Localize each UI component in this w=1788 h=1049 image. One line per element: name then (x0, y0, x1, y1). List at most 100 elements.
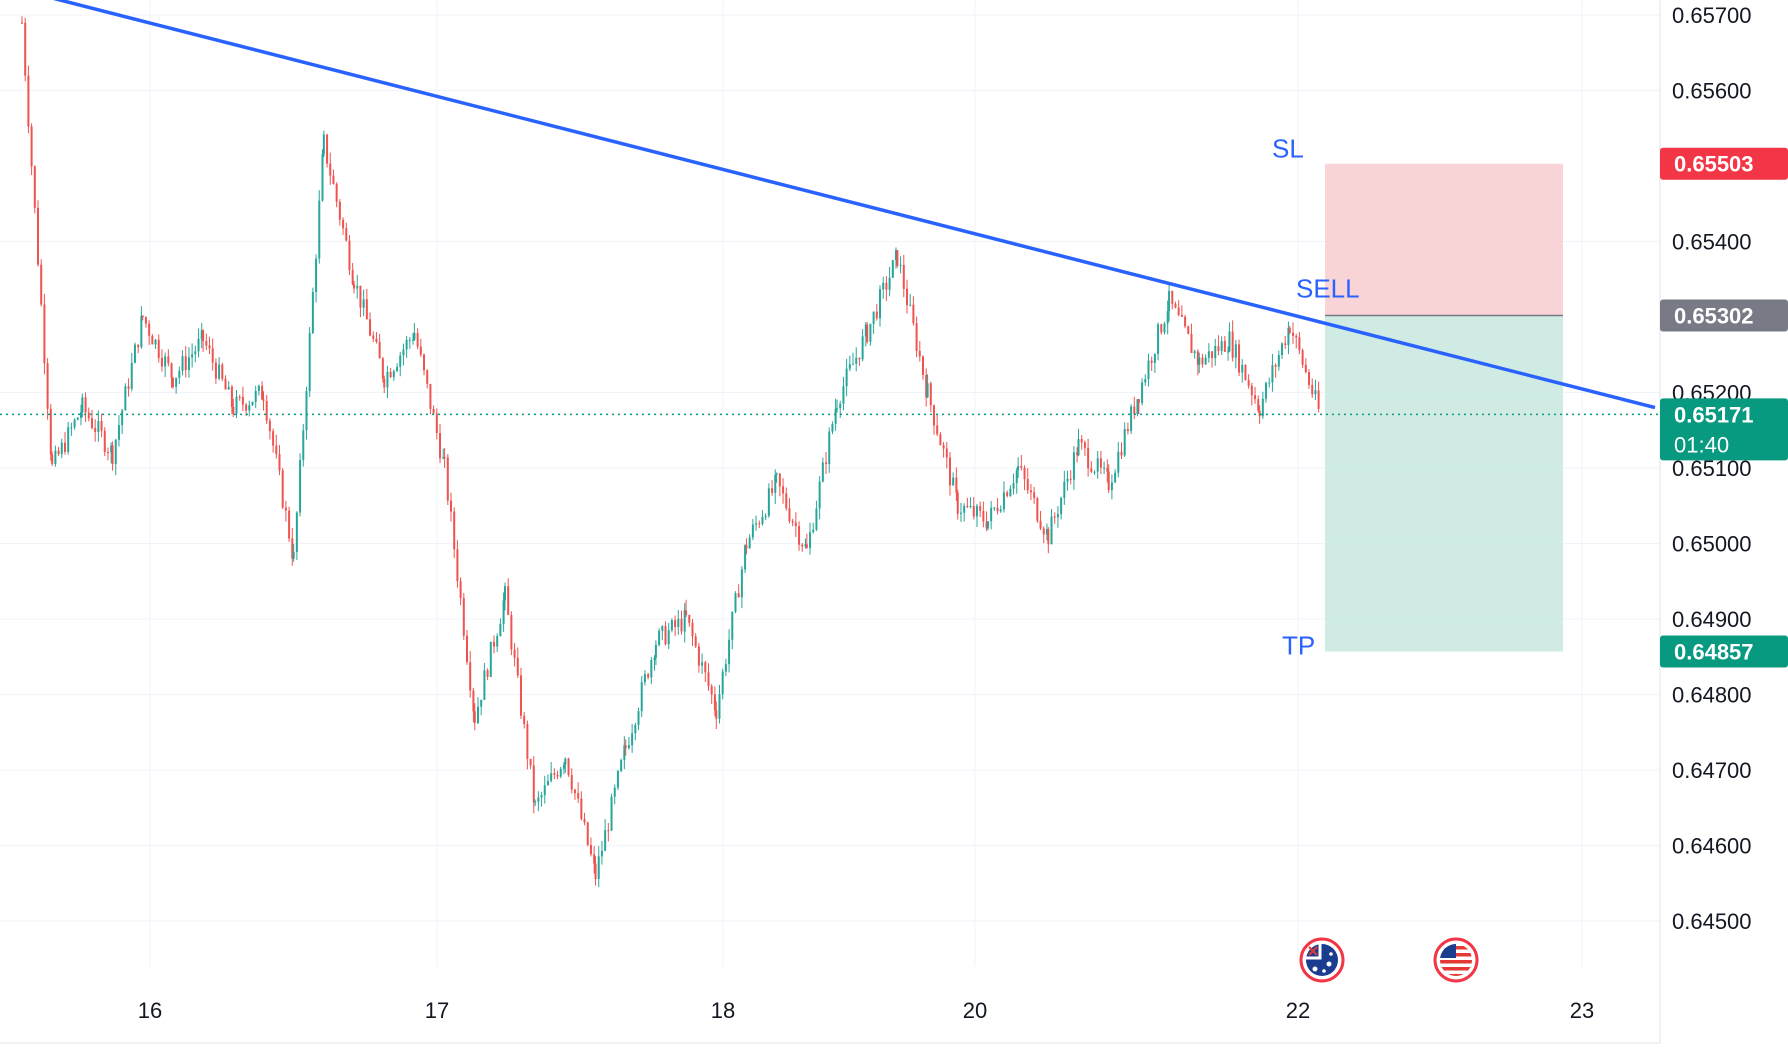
candle-body (1077, 439, 1080, 456)
tp-annotation[interactable]: TP (1282, 630, 1315, 660)
candle-body (167, 356, 170, 364)
candle-body (1060, 497, 1063, 515)
candle-body (442, 457, 445, 459)
candle-body (1141, 382, 1144, 403)
candle-body (121, 410, 124, 426)
candle-body (647, 674, 650, 678)
candle-body (782, 486, 785, 494)
candle-body (627, 745, 630, 748)
candle-body (1292, 332, 1295, 336)
candle-body (882, 282, 885, 290)
take-profit-zone[interactable] (1325, 315, 1563, 652)
candle-body (1029, 490, 1032, 493)
candle-body (175, 377, 178, 387)
candle-body (1087, 447, 1090, 469)
candle-body (205, 341, 208, 346)
candle-body (755, 523, 758, 525)
candle-body (664, 626, 667, 645)
candle-body (151, 335, 154, 345)
candle-body (208, 345, 211, 349)
candle-body (37, 207, 39, 265)
candle-body (785, 493, 788, 509)
australia-flag-icon[interactable] (1299, 937, 1345, 983)
candle-body (1006, 492, 1009, 497)
take-profit-price-text: 0.64857 (1674, 639, 1754, 664)
candle-body (1026, 479, 1029, 491)
candle-body (1033, 492, 1036, 499)
candle-body (308, 332, 311, 392)
candle-body (875, 311, 878, 319)
time-axis[interactable]: 16 17 18 20 22 23 (138, 998, 1594, 1023)
candle-body (356, 285, 359, 289)
candle-body (966, 506, 969, 508)
candle-body (955, 477, 958, 493)
candle-body (959, 512, 962, 514)
sl-annotation[interactable]: SL (1272, 134, 1304, 164)
candle-body (610, 796, 613, 831)
candle-body (888, 277, 891, 290)
candle-body (744, 545, 747, 570)
candle-body (573, 789, 576, 794)
candle-body (171, 377, 174, 387)
candle-body (187, 357, 190, 370)
candle-body (564, 758, 567, 765)
candle-body (613, 787, 616, 797)
candle-body (54, 450, 57, 465)
candle-body (492, 641, 495, 647)
candle-body (519, 675, 522, 716)
candle-body (805, 544, 808, 548)
candle-body (774, 474, 777, 493)
candlestick-series (21, 16, 1320, 888)
candle-body (389, 371, 392, 378)
candle-body (1187, 326, 1190, 334)
candle-body (1137, 399, 1140, 403)
date-tick-label: 22 (1286, 998, 1310, 1023)
candle-body (775, 473, 778, 475)
candle-body (1053, 516, 1056, 518)
candle-body (227, 386, 230, 390)
candle-body (942, 445, 945, 449)
descending-trendline[interactable] (30, 0, 1656, 410)
candle-body (553, 773, 556, 775)
candle-body (1072, 452, 1075, 480)
usa-flag-icon[interactable] (1433, 937, 1479, 983)
candle-body (140, 315, 143, 348)
date-tick-label: 16 (138, 998, 162, 1023)
candle-body (1163, 323, 1166, 333)
candle-body (1063, 481, 1066, 498)
candle-body (1168, 290, 1171, 312)
candle-body (238, 396, 241, 398)
candle-body (721, 671, 724, 695)
candle-body (858, 357, 861, 360)
candle-body (435, 413, 438, 434)
candle-body (130, 362, 133, 389)
candle-body (834, 408, 837, 424)
price-tick-label: 0.64500 (1672, 909, 1752, 934)
candle-body (658, 630, 661, 645)
candle-body (137, 344, 140, 348)
candle-body (1314, 390, 1317, 395)
candle-body (523, 715, 526, 725)
candle-body (1093, 471, 1096, 473)
candle-body (1311, 384, 1314, 395)
candle-body (791, 520, 794, 523)
candle-body (272, 431, 275, 446)
candle-body (502, 600, 505, 624)
candle-body (685, 610, 688, 615)
candle-body (51, 454, 54, 465)
candle-body (804, 544, 807, 547)
candle-body (295, 512, 298, 553)
candle-body (667, 630, 670, 645)
candle-body (891, 260, 894, 278)
candle-body (845, 368, 848, 387)
candle-body (110, 445, 113, 453)
candle-body (248, 405, 251, 411)
candle-body (291, 538, 294, 559)
candle-body (507, 586, 510, 616)
candle-body (262, 399, 265, 401)
candle-body (432, 409, 435, 414)
candle-body (683, 610, 686, 632)
stop-loss-zone[interactable] (1325, 163, 1563, 316)
sell-annotation[interactable]: SELL (1296, 273, 1360, 303)
